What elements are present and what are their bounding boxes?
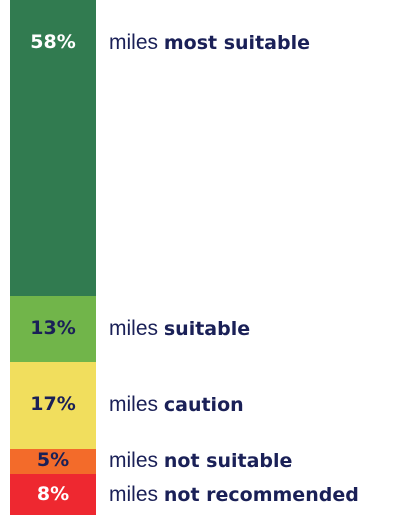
category-label-most-suitable: miles most suitable bbox=[109, 32, 310, 53]
label-prefix: miles bbox=[109, 31, 159, 54]
bar-segment-caution bbox=[10, 362, 96, 449]
category-label-caution: miles caution bbox=[109, 394, 244, 415]
value-label-not-suitable: 5% bbox=[36, 449, 70, 472]
label-prefix: miles bbox=[109, 449, 159, 473]
label-prefix: miles bbox=[109, 482, 159, 506]
category-name: caution bbox=[163, 394, 244, 417]
category-name: not recommended bbox=[163, 483, 359, 506]
bar-segment-suitable bbox=[10, 295, 96, 363]
value-label-most-suitable: 58% bbox=[30, 31, 76, 53]
category-label-not-recommended: miles not recommended bbox=[109, 484, 359, 505]
category-name: suitable bbox=[163, 317, 251, 340]
category-name: not suitable bbox=[163, 450, 293, 473]
category-name: most suitable bbox=[163, 32, 310, 54]
value-label-caution: 17% bbox=[30, 393, 76, 416]
bar-segment-not-recommended bbox=[10, 474, 96, 515]
bar-segment-most-suitable bbox=[10, 0, 96, 296]
value-label-suitable: 13% bbox=[30, 316, 76, 339]
value-label-not-recommended: 8% bbox=[36, 482, 70, 505]
bar-segment-not-suitable bbox=[10, 448, 96, 475]
category-label-not-suitable: miles not suitable bbox=[109, 450, 292, 471]
category-label-suitable: miles suitable bbox=[109, 318, 250, 339]
label-prefix: miles bbox=[109, 393, 159, 417]
label-prefix: miles bbox=[109, 316, 159, 340]
